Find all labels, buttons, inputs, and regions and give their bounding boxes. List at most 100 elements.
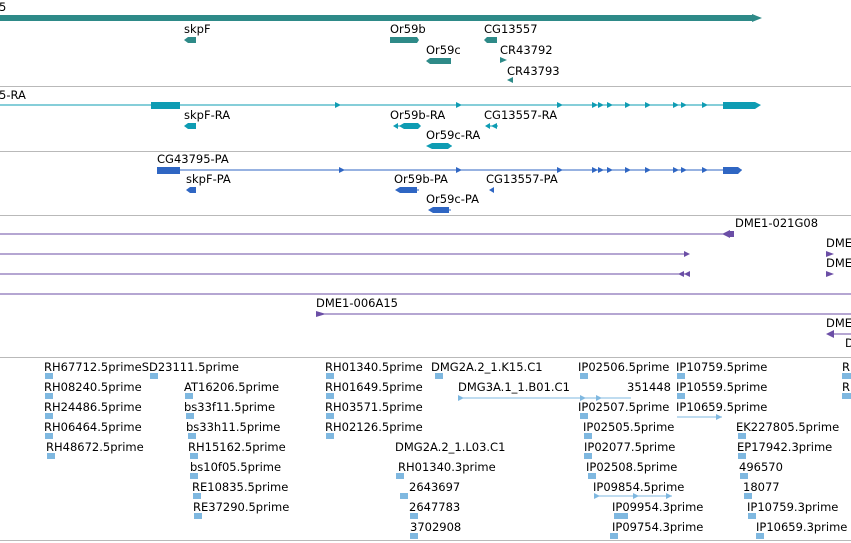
est-label[interactable]: IP10659.5prime <box>676 400 768 414</box>
est-label[interactable]: RH67712.5primeSD23111.5prime <box>44 360 239 374</box>
est-label[interactable]: AT16206.5prime <box>184 380 280 394</box>
clone-label-DME[interactable]: DME <box>826 236 851 250</box>
gene-span-arrowhead <box>752 14 762 22</box>
est-label[interactable]: IP10559.5prime <box>676 380 768 394</box>
transcript-arrow <box>681 102 687 108</box>
track-separator <box>0 86 851 87</box>
clone-label-DME[interactable]: DME <box>826 256 851 270</box>
est-label[interactable]: DMG3A.1_1.B01.C1 <box>458 380 570 394</box>
clone-label-D[interactable]: D <box>845 336 851 350</box>
est-label[interactable]: RH03571.5prime <box>325 400 423 414</box>
est-label[interactable]: 18077 <box>743 480 780 494</box>
skpF-PA-glyph[interactable] <box>186 187 196 193</box>
clone-label-DME[interactable]: DME <box>826 316 851 330</box>
protein-label-Or59c-PA[interactable]: Or59c-PA <box>426 192 479 206</box>
protein-start-block[interactable] <box>157 167 180 174</box>
est-label[interactable]: 2647783 <box>409 500 461 514</box>
est-label[interactable]: EP17942.3prime <box>737 440 833 454</box>
est-label[interactable]: IP02507.5prime <box>578 400 670 414</box>
est-label[interactable]: RH01649.5prime <box>325 380 423 394</box>
est-label[interactable]: 2643697 <box>409 480 461 494</box>
transcript-arrow <box>335 102 341 108</box>
skpF-gene-glyph[interactable] <box>184 37 196 43</box>
CR43792-gene-glyph[interactable] <box>500 57 507 63</box>
est-label[interactable]: RH02126.5prime <box>325 420 423 434</box>
Or59c-gene-glyph[interactable] <box>426 58 451 64</box>
gene-label-CR43793[interactable]: CR43793 <box>507 64 560 78</box>
transcript-arrow <box>673 102 679 108</box>
transcript-arrow <box>625 102 631 108</box>
est-label[interactable]: R <box>842 360 850 374</box>
est-label[interactable]: RH06464.5prime <box>44 420 142 434</box>
gene-label-CG13557[interactable]: CG13557 <box>484 22 538 36</box>
est-label[interactable]: bs33f11.5prime <box>184 400 276 414</box>
est-label[interactable]: RE10835.5prime <box>192 480 289 494</box>
protein-label-skpF-PA[interactable]: skpF-PA <box>186 172 231 186</box>
est-label[interactable]: RH48672.5prime <box>46 440 144 454</box>
gene-label-Or59b[interactable]: Or59b <box>390 22 426 36</box>
est-label[interactable]: 351448 <box>627 380 671 394</box>
est-label[interactable]: RE37290.5prime <box>193 500 290 514</box>
CG13557-PA-glyph[interactable] <box>489 187 494 193</box>
clone-label-DME1-006A15[interactable]: DME1-006A15 <box>316 296 398 310</box>
protein-end-block[interactable] <box>723 167 742 174</box>
est-label[interactable]: DMG2A.2_1.L03.C1 <box>395 440 506 454</box>
est-label[interactable]: 3702908 <box>410 520 462 534</box>
gene-span-bar[interactable] <box>0 15 752 21</box>
est-label[interactable]: DMG2A.2_1.K15.C1 <box>431 360 543 374</box>
track-separator <box>0 540 851 541</box>
track-separator <box>0 151 851 152</box>
est-label[interactable]: RH24486.5prime <box>44 400 142 414</box>
transcript-arrow <box>592 102 598 108</box>
transcript-arrow <box>607 102 613 108</box>
est-label[interactable]: RH01340.5prime <box>325 360 423 374</box>
est-label[interactable]: EK227805.5prime <box>736 420 840 434</box>
est-label[interactable]: RH01340.3prime <box>398 460 496 474</box>
est-label[interactable]: IP10659.3prime <box>756 520 848 534</box>
est-label[interactable]: bs10f05.5prime <box>190 460 282 474</box>
transcript-arrow <box>557 102 563 108</box>
track-separator <box>0 215 851 216</box>
est-label[interactable]: 496570 <box>739 460 783 474</box>
protein-label-CG13557-PA[interactable]: CG13557-PA <box>486 172 558 186</box>
clone-label-DME1-021G08[interactable]: DME1-021G08 <box>735 216 819 230</box>
transcript-arrow <box>645 102 651 108</box>
est-label[interactable]: bs33h11.5prime <box>186 420 281 434</box>
est-track <box>45 373 851 539</box>
transcript-track <box>0 102 761 149</box>
est-label[interactable]: IP09854.5prime <box>593 480 685 494</box>
Or59b-gene-glyph[interactable] <box>390 37 419 43</box>
transcript-end-exon[interactable] <box>723 102 761 109</box>
protein-label-Or59b-PA[interactable]: Or59b-PA <box>394 172 448 186</box>
track-separator <box>0 357 851 358</box>
clone-track <box>0 230 851 338</box>
est-label[interactable]: IP09754.3prime <box>612 520 704 534</box>
protein-label-CG43795-PA[interactable]: CG43795-PA <box>157 152 229 166</box>
gene-label-Or59c[interactable]: Or59c <box>426 43 461 57</box>
transcript-label-CG13557-RA[interactable]: CG13557-RA <box>484 108 558 122</box>
est-label[interactable]: R <box>842 380 850 394</box>
gene-top-label-fragment: 5 <box>0 0 7 14</box>
skpF-RA-glyph[interactable] <box>184 123 196 129</box>
transcript-label-skpF-RA[interactable]: skpF-RA <box>184 108 231 122</box>
gene-label-skpF[interactable]: skpF <box>184 22 211 36</box>
CG13557-gene-glyph[interactable] <box>484 37 497 43</box>
transcript-top-label-fragment: 5-RA <box>0 88 26 102</box>
gene-label-CR43792[interactable]: CR43792 <box>500 43 553 57</box>
est-label[interactable]: IP02077.5prime <box>584 440 676 454</box>
CR43793-gene-glyph[interactable] <box>507 77 513 83</box>
est-label[interactable]: RH08240.5prime <box>44 380 142 394</box>
transcript-label-Or59c-RA[interactable]: Or59c-RA <box>426 128 481 142</box>
gene-track <box>0 14 762 83</box>
est-label[interactable]: IP02508.5prime <box>586 460 678 474</box>
est-label[interactable]: IP09954.3prime <box>612 500 704 514</box>
est-label[interactable]: RH15162.5prime <box>188 440 286 454</box>
est-label[interactable]: IP02505.5prime <box>583 420 675 434</box>
transcript-label-Or59b-RA[interactable]: Or59b-RA <box>390 108 446 122</box>
est-label[interactable]: IP02506.5prime <box>578 360 670 374</box>
est-label[interactable]: IP10759.5prime <box>676 360 768 374</box>
est-label[interactable]: IP10759.3prime <box>747 500 839 514</box>
transcript-arrow <box>702 102 708 108</box>
transcript-exon[interactable] <box>151 102 180 109</box>
